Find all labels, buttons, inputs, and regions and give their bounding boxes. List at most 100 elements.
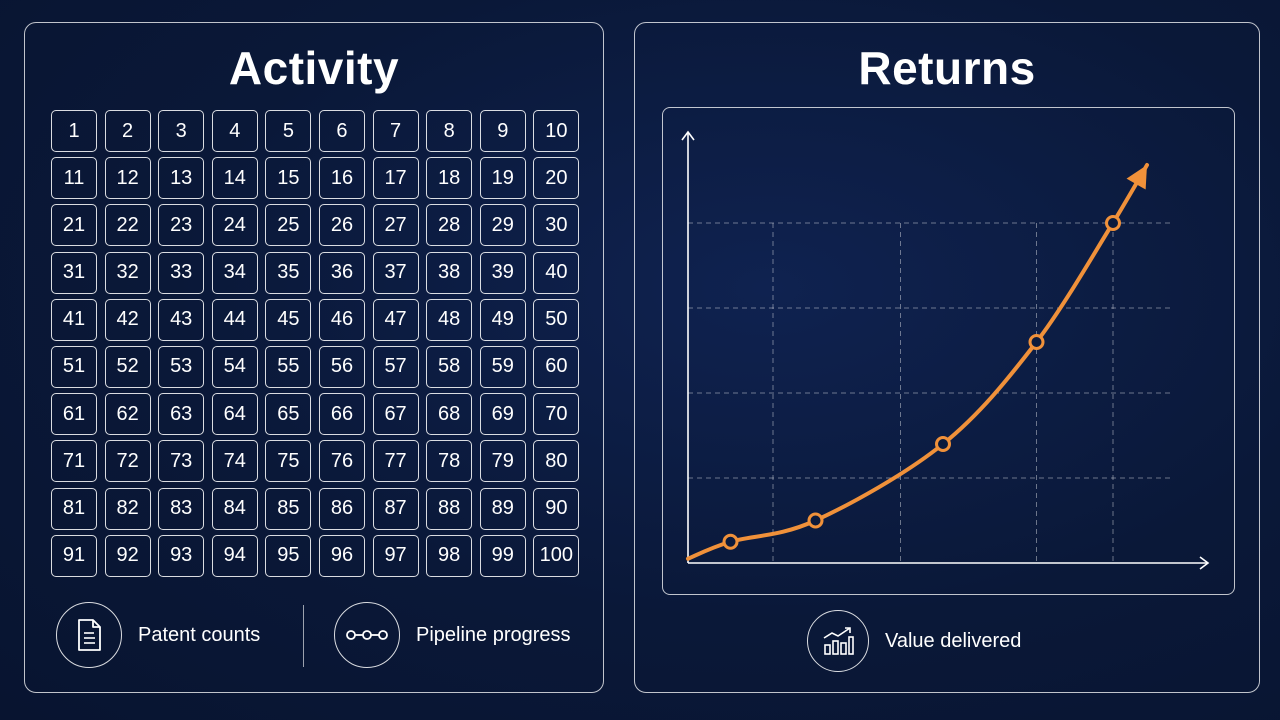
grid-cell: 45 <box>265 298 312 341</box>
grid-cell: 71 <box>51 440 97 483</box>
grid-cell: 49 <box>479 298 526 341</box>
grid-cell: 14 <box>211 157 258 200</box>
grid-cell: 74 <box>211 440 258 483</box>
grid-cell: 82 <box>104 487 151 530</box>
grid-cell: 31 <box>51 251 97 294</box>
grid-cell: 79 <box>479 440 526 483</box>
grid-cell: 40 <box>533 251 580 294</box>
grid-cell: 65 <box>265 393 312 436</box>
grid-cell: 37 <box>372 251 419 294</box>
grid-cell: 34 <box>211 251 258 294</box>
number-grid: 1 2 3 4 5 6 7 8 9 10 11 12 13 14 15 16 17 18 19 20 21 22 23 24 2… <box>51 110 580 577</box>
grid-cell: 98 <box>426 534 473 577</box>
grid-cell: 7 <box>372 110 419 152</box>
grid-cell: 43 <box>158 298 205 341</box>
grid-cell: 62 <box>104 393 151 436</box>
grid-cell: 60 <box>533 345 580 388</box>
grid-cell: 95 <box>265 534 312 577</box>
grid-cell: 10 <box>533 110 580 152</box>
grid-cell: 8 <box>426 110 473 152</box>
returns-panel: Returns Value delivered <box>634 22 1260 693</box>
grid-cell: 29 <box>479 204 526 247</box>
grid-cell: 19 <box>479 157 526 200</box>
legend-label: Value delivered <box>885 629 1022 652</box>
grid-cell: 28 <box>426 204 473 247</box>
grid-cell: 4 <box>211 110 258 152</box>
grid-cell: 30 <box>533 204 580 247</box>
data-point <box>722 533 739 550</box>
grid-cell: 83 <box>158 487 205 530</box>
grid-cell: 13 <box>158 157 205 200</box>
grid-cell: 3 <box>158 110 205 152</box>
grid-cell: 76 <box>318 440 365 483</box>
grid-cell: 39 <box>479 251 526 294</box>
grid-cell: 20 <box>533 157 580 200</box>
grid-cell: 87 <box>372 487 419 530</box>
grid-cell: 5 <box>265 110 312 152</box>
grid-cell: 99 <box>479 534 526 577</box>
grid-cell: 81 <box>51 487 97 530</box>
grid-cell: 51 <box>51 345 97 388</box>
grid-cell: 6 <box>318 110 365 152</box>
grid-cell: 69 <box>479 393 526 436</box>
grid-cell: 58 <box>426 345 473 388</box>
grid-cell: 41 <box>51 298 97 341</box>
grid-cell: 55 <box>265 345 312 388</box>
grid-cell: 52 <box>104 345 151 388</box>
grid-cell: 75 <box>265 440 312 483</box>
data-point <box>935 436 951 452</box>
bar-chart-growth-icon <box>807 610 869 672</box>
pipeline-icon <box>334 602 400 668</box>
grid-cell: 47 <box>372 298 419 341</box>
grid-cell: 85 <box>265 487 312 530</box>
grid-cell: 78 <box>426 440 473 483</box>
activity-title: Activity <box>228 42 400 94</box>
grid-cell: 16 <box>318 157 365 200</box>
grid-cell: 17 <box>372 157 419 200</box>
grid-cell: 50 <box>533 298 580 341</box>
grid-cell: 54 <box>211 345 258 388</box>
grid-cell: 21 <box>51 204 97 247</box>
legend-label: Pipeline progress <box>416 623 571 646</box>
legend-label: Patent counts <box>138 623 261 646</box>
grid-cell: 96 <box>318 534 365 577</box>
x-axis-arrow <box>1199 556 1210 570</box>
grid-cell: 15 <box>265 157 312 200</box>
grid-cell: 59 <box>479 345 526 388</box>
grid-cell: 94 <box>211 534 258 577</box>
grid-cell: 91 <box>51 534 97 577</box>
grid-cell: 56 <box>318 345 365 388</box>
grid-cell: 66 <box>318 393 365 436</box>
grid-cell: 88 <box>426 487 473 530</box>
returns-chart <box>662 107 1235 595</box>
grid-cell: 57 <box>372 345 419 388</box>
grid-cell: 12 <box>104 157 151 200</box>
grid-cell: 70 <box>533 393 580 436</box>
grid-cell: 44 <box>211 298 258 341</box>
grid-cell: 67 <box>372 393 419 436</box>
grid-cell: 68 <box>426 393 473 436</box>
grid-cell: 86 <box>318 487 365 530</box>
grid-cell: 18 <box>426 157 473 200</box>
grid-cell: 53 <box>158 345 205 388</box>
grid-cell: 77 <box>372 440 419 483</box>
grid-cell: 63 <box>158 393 205 436</box>
grid-cell: 46 <box>318 298 365 341</box>
grid-cell: 100 <box>533 534 580 577</box>
grid-cell: 48 <box>426 298 473 341</box>
grid-cell: 89 <box>479 487 526 530</box>
grid-cell: 2 <box>104 110 151 152</box>
y-axis-arrow <box>681 130 695 141</box>
grid-cell: 61 <box>51 393 97 436</box>
grid-cell: 32 <box>104 251 151 294</box>
grid-cell: 27 <box>372 204 419 247</box>
grid-cell: 33 <box>158 251 205 294</box>
grid-cell: 90 <box>533 487 580 530</box>
grid-cell: 22 <box>104 204 151 247</box>
grid-cell: 72 <box>104 440 151 483</box>
grid-cell: 42 <box>104 298 151 341</box>
grid-cell: 80 <box>533 440 580 483</box>
grid-cell: 38 <box>426 251 473 294</box>
grid-cell: 92 <box>104 534 151 577</box>
legend-patent-counts: Patent counts <box>56 602 260 668</box>
